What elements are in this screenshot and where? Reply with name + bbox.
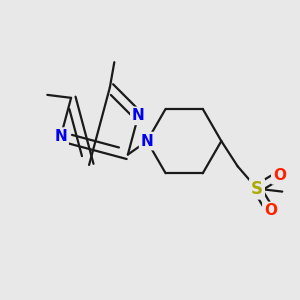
Text: O: O [273, 168, 286, 183]
Text: S: S [251, 180, 263, 198]
Text: O: O [264, 203, 277, 218]
Text: N: N [141, 134, 153, 148]
Text: N: N [54, 129, 67, 144]
Text: N: N [132, 108, 145, 123]
